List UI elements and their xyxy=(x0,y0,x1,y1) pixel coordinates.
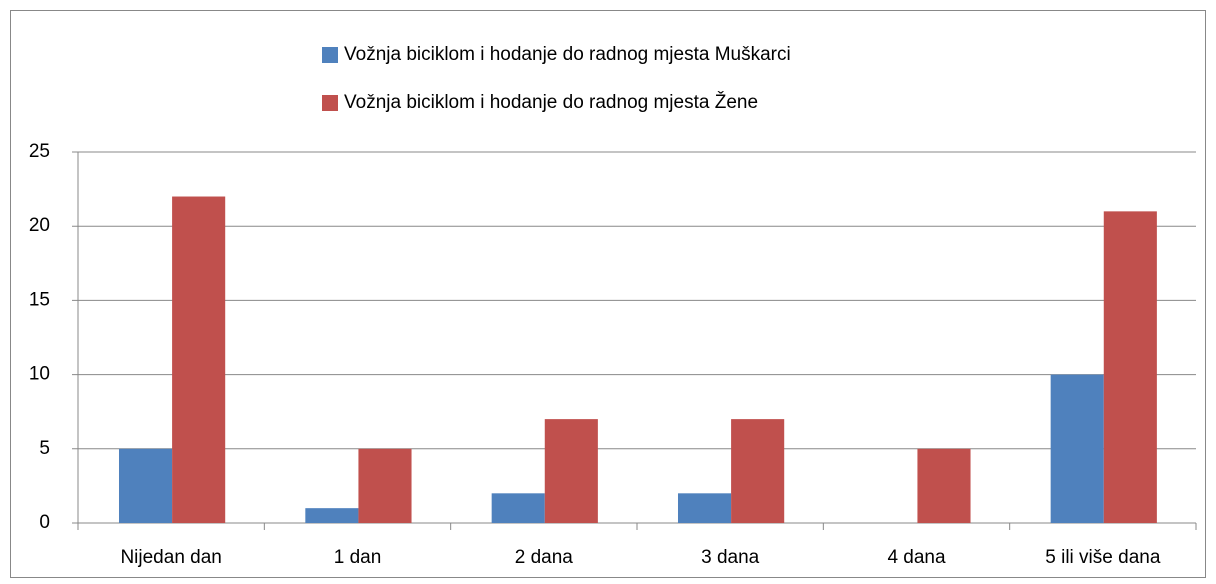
y-tick-label: 0 xyxy=(39,512,50,533)
bar xyxy=(358,448,412,523)
legend-label: Vožnja biciklom i hodanje do radnog mjes… xyxy=(344,44,791,65)
legend-swatch xyxy=(322,95,338,111)
legend-swatch xyxy=(322,47,338,63)
bar xyxy=(1050,374,1104,523)
y-tick-label: 5 xyxy=(39,438,50,459)
bar xyxy=(731,419,785,523)
bar xyxy=(305,508,359,523)
bar xyxy=(677,493,732,523)
y-tick-label: 15 xyxy=(29,289,50,310)
legend-label: Vožnja biciklom i hodanje do radnog mjes… xyxy=(344,91,758,113)
bar xyxy=(544,419,598,523)
bar xyxy=(917,448,971,523)
x-tick-label: 3 dana xyxy=(701,547,760,568)
bar xyxy=(172,196,226,523)
x-tick-label: 5 ili više dana xyxy=(1045,547,1161,568)
x-tick-label: 4 dana xyxy=(887,547,946,568)
y-tick-label: 10 xyxy=(29,364,50,385)
bar xyxy=(1103,211,1157,524)
y-tick-label: 20 xyxy=(29,215,50,236)
x-tick-label: 2 dana xyxy=(515,547,574,568)
y-tick-label: 25 xyxy=(29,141,50,162)
bar xyxy=(118,448,173,523)
x-tick-label: 1 dan xyxy=(334,547,382,568)
x-tick-label: Nijedan dan xyxy=(120,547,221,568)
bar xyxy=(491,493,545,523)
